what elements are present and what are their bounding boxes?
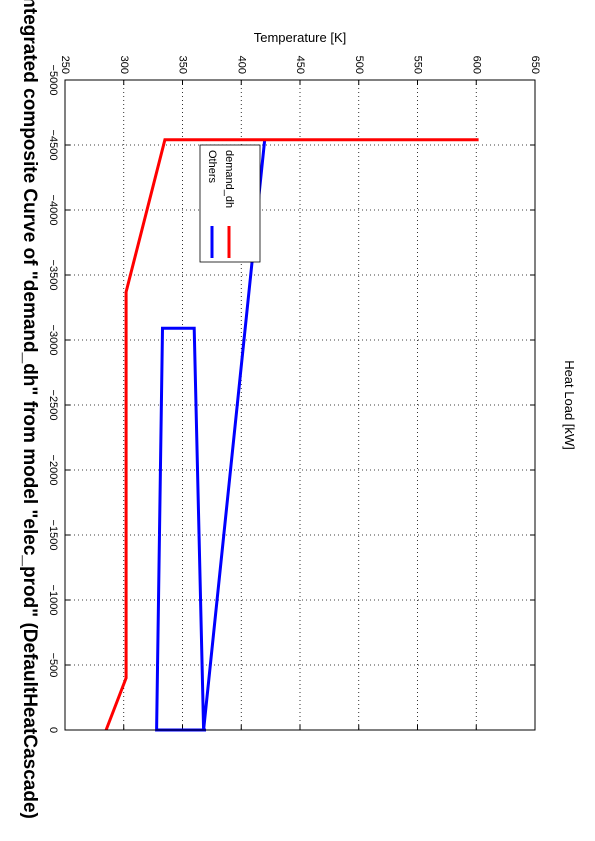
x-tick-label: −3500 bbox=[47, 260, 59, 291]
x-tick-label: −2000 bbox=[47, 455, 59, 486]
y-tick-label: 650 bbox=[529, 56, 541, 74]
y-tick-label: 300 bbox=[118, 56, 130, 74]
legend-label-demand-dh: demand_dh bbox=[223, 150, 235, 208]
legend-box bbox=[199, 144, 261, 263]
plot-area: 0 −500 −1000 −1500 −2000 −2500 −3000 −3500 −4000… bbox=[19, 0, 577, 819]
y-tick-label: 500 bbox=[353, 56, 365, 74]
legend-label-others: Others bbox=[206, 150, 218, 184]
x-tick-labels: 0 −500 −1000 −1500 −2000 −2500 −3000 −3500 −4000… bbox=[47, 65, 59, 734]
plot-frame bbox=[64, 79, 536, 731]
x-tick-label: −2500 bbox=[47, 390, 59, 421]
x-tick-label: −1500 bbox=[47, 520, 59, 551]
x-tick-label: −4500 bbox=[47, 130, 59, 161]
chart-title: Integrated composite Curve of "demand_dh… bbox=[19, 0, 40, 819]
y-tick-label: 350 bbox=[177, 56, 189, 74]
x-axis-label: Heat Load [kW] bbox=[562, 360, 577, 450]
y-tick-label: 600 bbox=[470, 56, 482, 74]
series-line-demand-dh bbox=[104, 138, 479, 731]
y-axis-label: Temperature [K] bbox=[254, 30, 347, 45]
x-tick-label: −1000 bbox=[47, 585, 59, 616]
y-tick-label: 550 bbox=[412, 56, 424, 74]
y-tick-label: 250 bbox=[59, 56, 71, 74]
legend: Others demand_dh bbox=[199, 144, 261, 263]
y-tick-labels: 250 300 350 400 450 500 550 600 650 bbox=[59, 56, 541, 74]
x-tick-label: 0 bbox=[47, 727, 59, 733]
y-tick-label: 400 bbox=[235, 56, 247, 74]
y-tick-label: 450 bbox=[294, 56, 306, 74]
x-tick-label: −500 bbox=[47, 653, 59, 678]
x-tick-label: −3000 bbox=[47, 325, 59, 356]
x-tick-label: −4000 bbox=[47, 195, 59, 226]
x-tick-label: −5000 bbox=[47, 65, 59, 96]
